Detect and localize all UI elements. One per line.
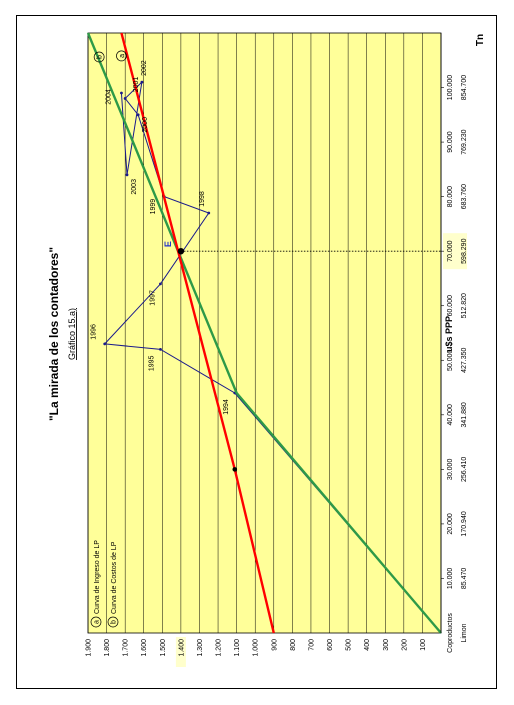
year-label: 2003	[131, 179, 138, 195]
y-tick-label: 800	[290, 639, 297, 651]
equilibrium-label: E	[163, 241, 173, 247]
income-curve	[86, 32, 442, 634]
x-tick-label: 70.000	[447, 240, 454, 262]
curve-end-marker-a	[116, 50, 127, 62]
trajectory-point	[123, 97, 127, 100]
curve-end-letter: b	[97, 55, 104, 59]
y-tick-label: 1.800	[104, 639, 111, 657]
curve-end-letter: a	[119, 54, 126, 58]
x-tick-label: 100.000	[447, 75, 454, 100]
x-tick-label-secondary: 854.700	[461, 75, 468, 100]
trajectory-point	[140, 80, 144, 84]
x-tick-label-secondary: 170.940	[461, 511, 468, 536]
gridlines	[87, 33, 423, 633]
trajectory-point	[136, 113, 140, 117]
x-tick-label: 30.000	[447, 459, 454, 481]
year-label: 1994	[223, 399, 230, 415]
y-tick-label: 400	[364, 639, 371, 651]
equilibrium-point	[177, 247, 185, 255]
year-label: 1995	[148, 355, 155, 371]
y-tick-label: 900	[271, 639, 278, 651]
y-tick-label: 1.100	[234, 639, 241, 657]
chart-frame	[16, 15, 497, 689]
x-tick-label: 90.000	[447, 131, 454, 153]
x-tick-label-secondary: 427.350	[461, 348, 468, 373]
y-tick-label: 1.000	[253, 639, 260, 657]
y-axis-ticks: 100 200 300 400 500 600 700 800 900 1.000 1.100 1.2…	[86, 637, 427, 667]
year-label: 2000	[142, 117, 149, 133]
chart-title: "La mirada de los contadores"	[47, 247, 61, 421]
x-tick-label-secondary: 256.410	[461, 457, 468, 482]
year-label: 1997	[149, 290, 156, 306]
legend-marker-b	[107, 616, 119, 628]
trajectory-point	[120, 91, 123, 95]
legend-marker-letter: a	[94, 620, 101, 624]
x-highlight	[443, 233, 467, 270]
x-tick-label: 50.000	[447, 349, 454, 371]
y-tick-label: 100	[420, 639, 427, 651]
legend-label: Curva de Ingreso de LP	[94, 540, 101, 614]
y-tick-label: 1.500	[160, 639, 167, 657]
y-highlight	[175, 637, 186, 667]
y-tick-label: 1.900	[86, 639, 93, 657]
curves	[86, 32, 442, 634]
y-tick-label: 1.700	[123, 639, 130, 657]
curve-end-marker-b	[93, 51, 105, 63]
x-tick-label: 20.000	[447, 513, 454, 535]
y-tick-label: 600	[327, 639, 334, 651]
trajectory-point	[159, 347, 162, 351]
y-tick-label: 700	[308, 639, 315, 651]
x-axis-ticks: Coproductos Limon 10.000 85.470 20.000 170.94…	[440, 33, 468, 653]
legend-marker-letter: b	[111, 620, 118, 624]
year-label: 1996	[91, 324, 98, 340]
trajectory-point	[159, 282, 162, 286]
x-tick-label-secondary: 341.880	[461, 402, 468, 427]
y-tick-label: 1.600	[141, 639, 148, 657]
x-tick-label: 10.000	[447, 568, 454, 590]
x-tick-label-secondary: 85.470	[461, 568, 468, 590]
x-tick-label-secondary: 512.820	[461, 293, 468, 318]
trajectory-point	[207, 211, 211, 215]
y-tick-label: 1.400	[178, 639, 185, 657]
x-tick-label-secondary: 683.760	[461, 184, 468, 209]
marked-point	[232, 467, 238, 472]
year-label: 1999	[150, 199, 157, 215]
x-tick-label: 80.000	[447, 186, 454, 208]
chart-subtitle: Gráfico 15.a)	[67, 308, 77, 360]
trajectory-point	[103, 342, 107, 346]
y-tick-label: 1.300	[197, 639, 204, 657]
legend-marker-a	[90, 616, 102, 628]
x-tick-label: 40.000	[447, 404, 454, 426]
y-tick-label: 200	[401, 639, 408, 651]
year-label: 2004	[105, 89, 112, 105]
y-tick-label: 1.200	[216, 639, 223, 657]
y-axis-label: u$s PPP	[444, 316, 454, 352]
year-label: 1998	[199, 191, 206, 207]
x-axis-unit-label: Tn	[475, 34, 486, 46]
x-tick-label-secondary: 769.230	[461, 129, 468, 154]
x-tick-label: 60.000	[447, 295, 454, 317]
x-tick-label-secondary: 598.290	[461, 238, 468, 263]
trajectory-point	[125, 173, 129, 177]
x-tick-label: Coproductos	[447, 613, 454, 653]
year-label: 2001	[133, 77, 140, 93]
y-tick-label: 500	[346, 639, 353, 651]
y-tick-label: 300	[383, 639, 390, 651]
year-label: 2002	[141, 60, 148, 76]
legend-label: Curva de Costos de LP	[111, 541, 118, 614]
x-tick-label-secondary: Limon	[461, 623, 468, 642]
